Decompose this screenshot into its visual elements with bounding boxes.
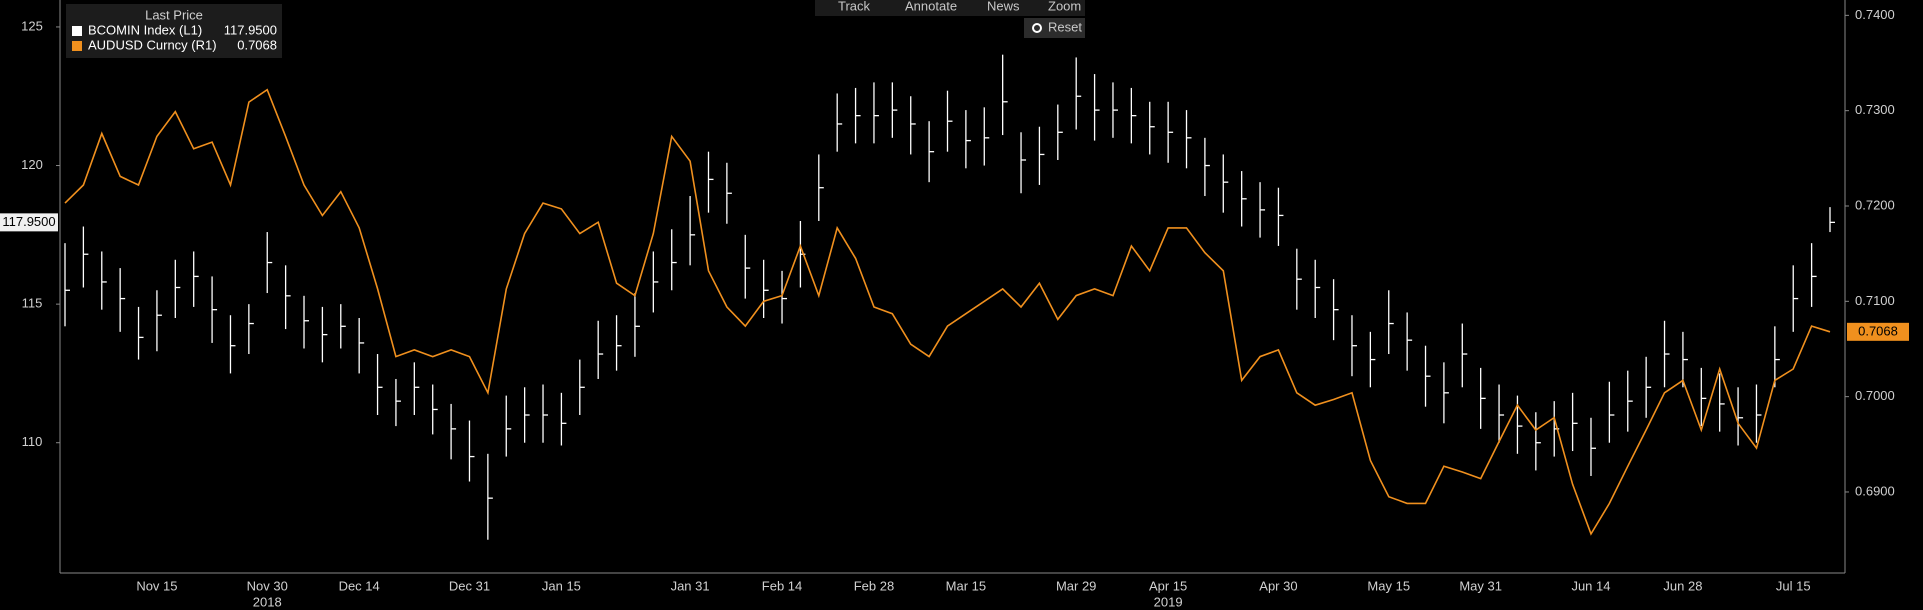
y-tick-label: 125 [21,18,43,33]
legend-title: Last Price [145,7,203,22]
x-tick-label: Mar 29 [1056,578,1096,593]
x-tick-label: Jun 28 [1663,578,1702,593]
last-value-tag [1847,322,1909,341]
y2-tick-label: 0.7400 [1855,7,1895,22]
x-tick-label: May 31 [1459,578,1502,593]
x-tick-label: Feb 28 [854,578,894,593]
line [64,88,1831,536]
y2-tick-label: 0.7100 [1855,293,1895,308]
toolbar: Track Annotate News Zoom Reset [815,0,1085,38]
legend-swatch [72,26,82,36]
x-tick-label: Jul 15 [1776,578,1811,593]
x-year-label: 2018 [253,594,282,609]
toolbar-button[interactable]: Zoom [1048,0,1081,13]
toolbar-button[interactable]: Annotate [905,0,957,13]
x-tick-label: Jan 31 [671,578,710,593]
x-tick-label: Feb 14 [762,578,802,593]
y-tick-label: 110 [22,434,43,449]
y-tick-label: 120 [21,157,43,172]
y2-tick-label: 0.7200 [1855,197,1895,212]
legend-label: AUDUSD Curncy (R1) [88,37,217,52]
toolbar-background [815,0,1085,16]
y-tick-label: 115 [22,296,43,311]
x-tick-label: Dec 31 [449,578,490,593]
reset-icon [1032,23,1042,33]
x-tick-label: Dec 14 [339,578,380,593]
y2-tick-label: 0.7000 [1855,388,1895,403]
legend-value: 117.9500 [224,22,277,37]
y2-tick-label: 0.6900 [1855,483,1895,498]
last-value-tag-label: 0.7068 [1858,323,1898,338]
x-tick-label: Mar 15 [946,578,986,593]
x-tick-label: Jan 15 [542,578,581,593]
x-tick-label: Jun 14 [1571,578,1610,593]
x-tick-label: Apr 30 [1259,578,1297,593]
legend-value: 0.7068 [237,37,277,52]
reset-label[interactable]: Reset [1048,19,1082,34]
legend-swatch [72,41,82,51]
x-tick-label: Apr 15 [1149,578,1187,593]
x-tick-label: Nov 15 [136,578,177,593]
legend-box [66,4,282,58]
toolbar-button[interactable]: Track [838,0,871,13]
last-value-tag-label: 117.9500 [2,214,55,229]
x-year-label: 2019 [1154,594,1183,609]
last-value-tag [0,213,58,232]
reset-button[interactable] [1024,18,1085,38]
toolbar-button[interactable]: News [987,0,1020,13]
x-tick-label: May 15 [1367,578,1410,593]
legend-label: BCOMIN Index (L1) [88,22,202,37]
y2-tick-label: 0.7300 [1855,102,1895,117]
x-tick-label: Nov 30 [247,578,288,593]
